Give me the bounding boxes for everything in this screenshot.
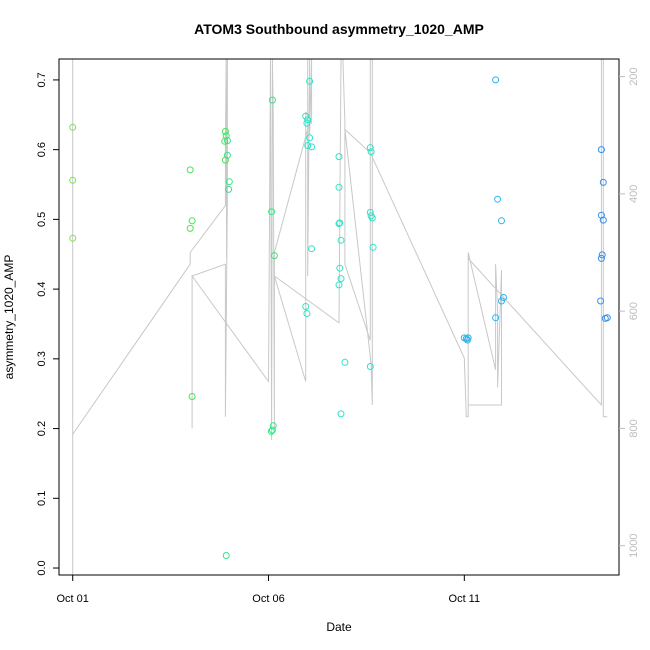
data-point xyxy=(336,219,344,227)
y-axis-label: asymmetry_1020_AMP xyxy=(2,255,16,380)
data-point xyxy=(366,363,374,370)
data-point xyxy=(335,153,343,161)
data-point xyxy=(225,178,233,186)
data-point xyxy=(337,236,345,244)
right-tick-label: 600 xyxy=(628,302,640,320)
data-point xyxy=(308,143,316,151)
data-point xyxy=(599,178,607,186)
data-point xyxy=(268,426,276,434)
data-point xyxy=(270,252,278,260)
data-point xyxy=(304,116,312,124)
data-point xyxy=(69,123,77,131)
data-point xyxy=(337,275,345,283)
x-tick-label: Oct 06 xyxy=(252,593,284,605)
x-axis-label: Date xyxy=(326,620,352,634)
y-tick-label: 0.6 xyxy=(36,142,48,157)
data-point xyxy=(188,217,196,225)
right-tick-label: 1000 xyxy=(628,533,640,557)
data-point xyxy=(492,314,500,322)
chart-title: ATOM3 Southbound asymmetry_1020_AMP xyxy=(194,21,484,37)
data-point xyxy=(69,176,77,184)
y-tick-label: 0.1 xyxy=(36,491,48,506)
y-tick-label: 0.0 xyxy=(36,560,48,575)
right-axis: 200 400 600 800 1000 xyxy=(619,67,640,558)
data-point xyxy=(186,166,194,174)
data-point xyxy=(498,217,505,225)
y-tick-label: 0.3 xyxy=(36,351,48,366)
data-point xyxy=(302,112,310,120)
pressure-line-layer xyxy=(72,58,608,575)
data-point xyxy=(498,297,505,305)
data-point xyxy=(603,314,611,322)
y-tick-label: 0.4 xyxy=(36,281,48,296)
data-point xyxy=(303,119,311,127)
data-point xyxy=(69,234,77,242)
data-point xyxy=(302,303,310,310)
data-point xyxy=(268,96,276,104)
right-tick-label: 800 xyxy=(628,419,640,437)
data-point xyxy=(463,336,471,344)
data-point xyxy=(597,254,605,262)
data-point xyxy=(335,183,343,191)
data-point xyxy=(225,185,233,193)
data-point xyxy=(494,195,502,203)
data-point xyxy=(221,156,229,164)
data-point xyxy=(304,142,312,149)
data-point xyxy=(369,243,377,251)
data-point xyxy=(598,251,606,259)
data-point xyxy=(597,297,605,305)
data-point xyxy=(597,146,605,154)
data-point xyxy=(188,393,196,400)
data-point xyxy=(308,245,316,253)
right-tick-label: 200 xyxy=(628,67,640,85)
data-point xyxy=(337,410,345,418)
data-point xyxy=(268,208,276,216)
data-point xyxy=(221,137,229,145)
data-point xyxy=(367,148,375,156)
x-tick-label: Oct 11 xyxy=(449,593,481,605)
pressure-line xyxy=(72,58,608,575)
data-point xyxy=(492,76,500,84)
data-point xyxy=(303,310,311,317)
data-point xyxy=(306,77,314,85)
data-point xyxy=(367,212,375,220)
y-tick-label: 0.2 xyxy=(36,421,48,436)
data-point xyxy=(221,128,229,135)
data-points xyxy=(69,76,611,559)
data-point xyxy=(267,427,275,435)
plot-frame xyxy=(58,58,620,576)
x-axis: Oct 01 Oct 06 Oct 11 xyxy=(57,575,481,605)
x-tick-label: Oct 01 xyxy=(57,593,89,605)
y-tick-label: 0.5 xyxy=(36,212,48,227)
data-point xyxy=(186,224,194,232)
data-point xyxy=(500,294,507,301)
data-point xyxy=(306,134,314,142)
data-point xyxy=(599,216,607,224)
data-point xyxy=(336,264,344,272)
data-point xyxy=(341,358,349,366)
data-point xyxy=(335,281,343,289)
data-point xyxy=(366,144,374,152)
data-point xyxy=(335,220,343,228)
data-point xyxy=(222,552,230,559)
right-tick-label: 400 xyxy=(628,185,640,203)
y-axis: 0.0 0.1 0.2 0.3 0.4 0.5 0.6 0.7 xyxy=(36,72,59,576)
y-tick-label: 0.7 xyxy=(36,72,48,87)
data-point xyxy=(223,137,231,145)
